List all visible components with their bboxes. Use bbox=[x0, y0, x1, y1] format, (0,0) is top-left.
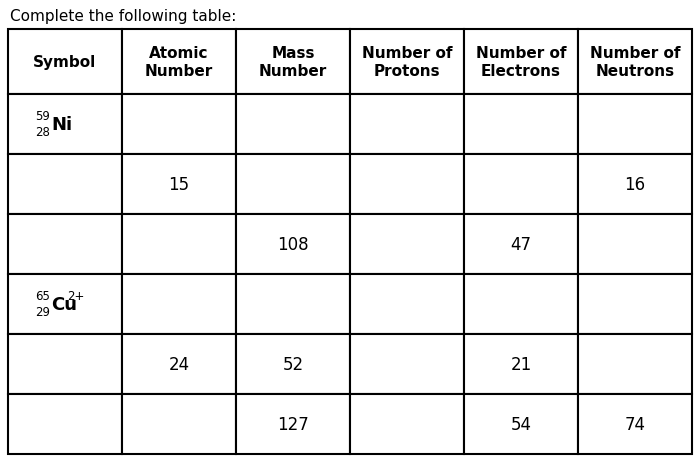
Bar bbox=[8, 155, 122, 214]
Bar bbox=[350, 30, 464, 95]
Bar bbox=[122, 334, 236, 394]
Text: Ni: Ni bbox=[51, 116, 72, 134]
Text: 74: 74 bbox=[624, 415, 645, 433]
Text: 108: 108 bbox=[277, 236, 309, 253]
Bar bbox=[350, 334, 464, 394]
Text: 47: 47 bbox=[510, 236, 531, 253]
Text: 65: 65 bbox=[36, 290, 50, 303]
Bar bbox=[122, 214, 236, 275]
Bar bbox=[464, 214, 578, 275]
Bar bbox=[8, 275, 122, 334]
Bar bbox=[122, 394, 236, 454]
Bar bbox=[578, 214, 692, 275]
Bar bbox=[578, 275, 692, 334]
Text: 127: 127 bbox=[277, 415, 309, 433]
Text: Symbol: Symbol bbox=[34, 55, 97, 70]
Text: 24: 24 bbox=[169, 355, 190, 373]
Bar bbox=[464, 334, 578, 394]
Text: 29: 29 bbox=[35, 306, 50, 319]
Text: 16: 16 bbox=[624, 175, 645, 194]
Text: 15: 15 bbox=[169, 175, 190, 194]
Bar bbox=[464, 275, 578, 334]
Bar bbox=[122, 155, 236, 214]
Text: Mass
Number: Mass Number bbox=[259, 46, 327, 79]
Bar bbox=[8, 95, 122, 155]
Bar bbox=[8, 30, 122, 95]
Bar bbox=[578, 155, 692, 214]
Bar bbox=[350, 275, 464, 334]
Bar bbox=[236, 394, 350, 454]
Bar bbox=[464, 394, 578, 454]
Text: 52: 52 bbox=[282, 355, 304, 373]
Text: Number of
Protons: Number of Protons bbox=[362, 46, 452, 79]
Bar bbox=[122, 275, 236, 334]
Text: 54: 54 bbox=[510, 415, 531, 433]
Bar bbox=[350, 214, 464, 275]
Bar bbox=[8, 214, 122, 275]
Text: 2+: 2+ bbox=[67, 290, 85, 303]
Bar bbox=[578, 394, 692, 454]
Bar bbox=[578, 334, 692, 394]
Bar bbox=[236, 155, 350, 214]
Bar bbox=[236, 30, 350, 95]
Bar bbox=[8, 394, 122, 454]
Text: Atomic
Number: Atomic Number bbox=[145, 46, 213, 79]
Bar bbox=[8, 334, 122, 394]
Bar bbox=[236, 275, 350, 334]
Bar bbox=[236, 334, 350, 394]
Bar bbox=[350, 95, 464, 155]
Bar bbox=[578, 30, 692, 95]
Bar bbox=[464, 95, 578, 155]
Bar bbox=[350, 155, 464, 214]
Bar bbox=[122, 30, 236, 95]
Bar bbox=[236, 214, 350, 275]
Text: Complete the following table:: Complete the following table: bbox=[10, 8, 237, 24]
Bar bbox=[464, 155, 578, 214]
Text: Number of
Electrons: Number of Electrons bbox=[476, 46, 566, 79]
Text: 59: 59 bbox=[36, 110, 50, 123]
Bar bbox=[464, 30, 578, 95]
Text: 21: 21 bbox=[510, 355, 531, 373]
Bar bbox=[236, 95, 350, 155]
Text: Cu: Cu bbox=[51, 295, 77, 313]
Text: Number of
Neutrons: Number of Neutrons bbox=[589, 46, 680, 79]
Bar bbox=[350, 394, 464, 454]
Bar bbox=[122, 95, 236, 155]
Text: 28: 28 bbox=[36, 126, 50, 139]
Bar bbox=[578, 95, 692, 155]
